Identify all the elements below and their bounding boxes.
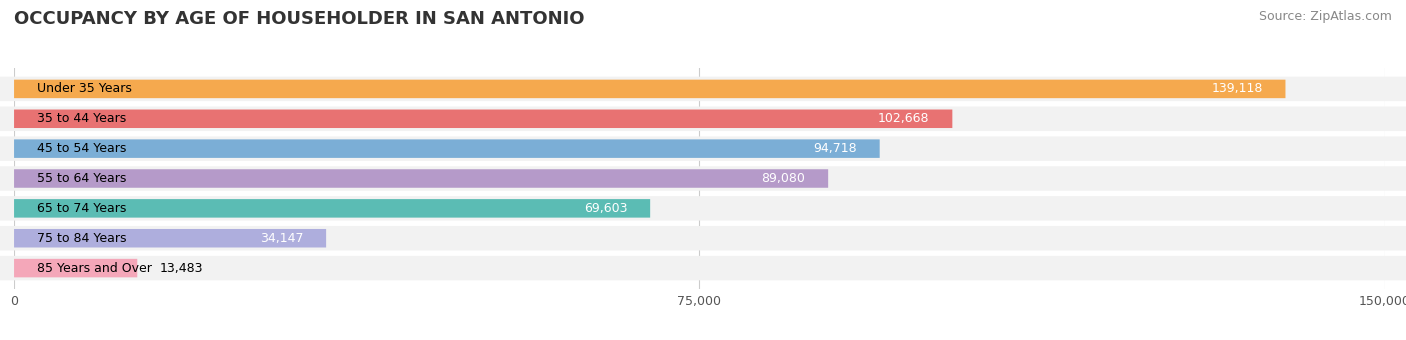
Text: Under 35 Years: Under 35 Years bbox=[37, 82, 132, 96]
FancyBboxPatch shape bbox=[14, 259, 138, 277]
Text: 75 to 84 Years: 75 to 84 Years bbox=[37, 232, 127, 245]
Text: 69,603: 69,603 bbox=[583, 202, 627, 215]
Text: 89,080: 89,080 bbox=[762, 172, 806, 185]
Text: 139,118: 139,118 bbox=[1211, 82, 1263, 96]
Text: 65 to 74 Years: 65 to 74 Years bbox=[37, 202, 127, 215]
FancyBboxPatch shape bbox=[0, 76, 1406, 101]
FancyBboxPatch shape bbox=[14, 109, 952, 128]
FancyBboxPatch shape bbox=[0, 256, 1406, 280]
Text: 13,483: 13,483 bbox=[160, 261, 204, 275]
FancyBboxPatch shape bbox=[0, 136, 1406, 161]
FancyBboxPatch shape bbox=[0, 166, 1406, 191]
FancyBboxPatch shape bbox=[0, 196, 1406, 221]
Text: 55 to 64 Years: 55 to 64 Years bbox=[37, 172, 127, 185]
Text: 102,668: 102,668 bbox=[877, 112, 929, 125]
FancyBboxPatch shape bbox=[14, 80, 1285, 98]
FancyBboxPatch shape bbox=[0, 106, 1406, 131]
Text: 35 to 44 Years: 35 to 44 Years bbox=[37, 112, 127, 125]
FancyBboxPatch shape bbox=[14, 139, 880, 158]
Text: 45 to 54 Years: 45 to 54 Years bbox=[37, 142, 127, 155]
FancyBboxPatch shape bbox=[14, 169, 828, 188]
Text: Source: ZipAtlas.com: Source: ZipAtlas.com bbox=[1258, 10, 1392, 23]
FancyBboxPatch shape bbox=[0, 226, 1406, 251]
Text: 34,147: 34,147 bbox=[260, 232, 304, 245]
FancyBboxPatch shape bbox=[14, 199, 650, 218]
Text: 85 Years and Over: 85 Years and Over bbox=[37, 261, 152, 275]
Text: 94,718: 94,718 bbox=[813, 142, 856, 155]
FancyBboxPatch shape bbox=[14, 229, 326, 248]
Text: OCCUPANCY BY AGE OF HOUSEHOLDER IN SAN ANTONIO: OCCUPANCY BY AGE OF HOUSEHOLDER IN SAN A… bbox=[14, 10, 585, 28]
